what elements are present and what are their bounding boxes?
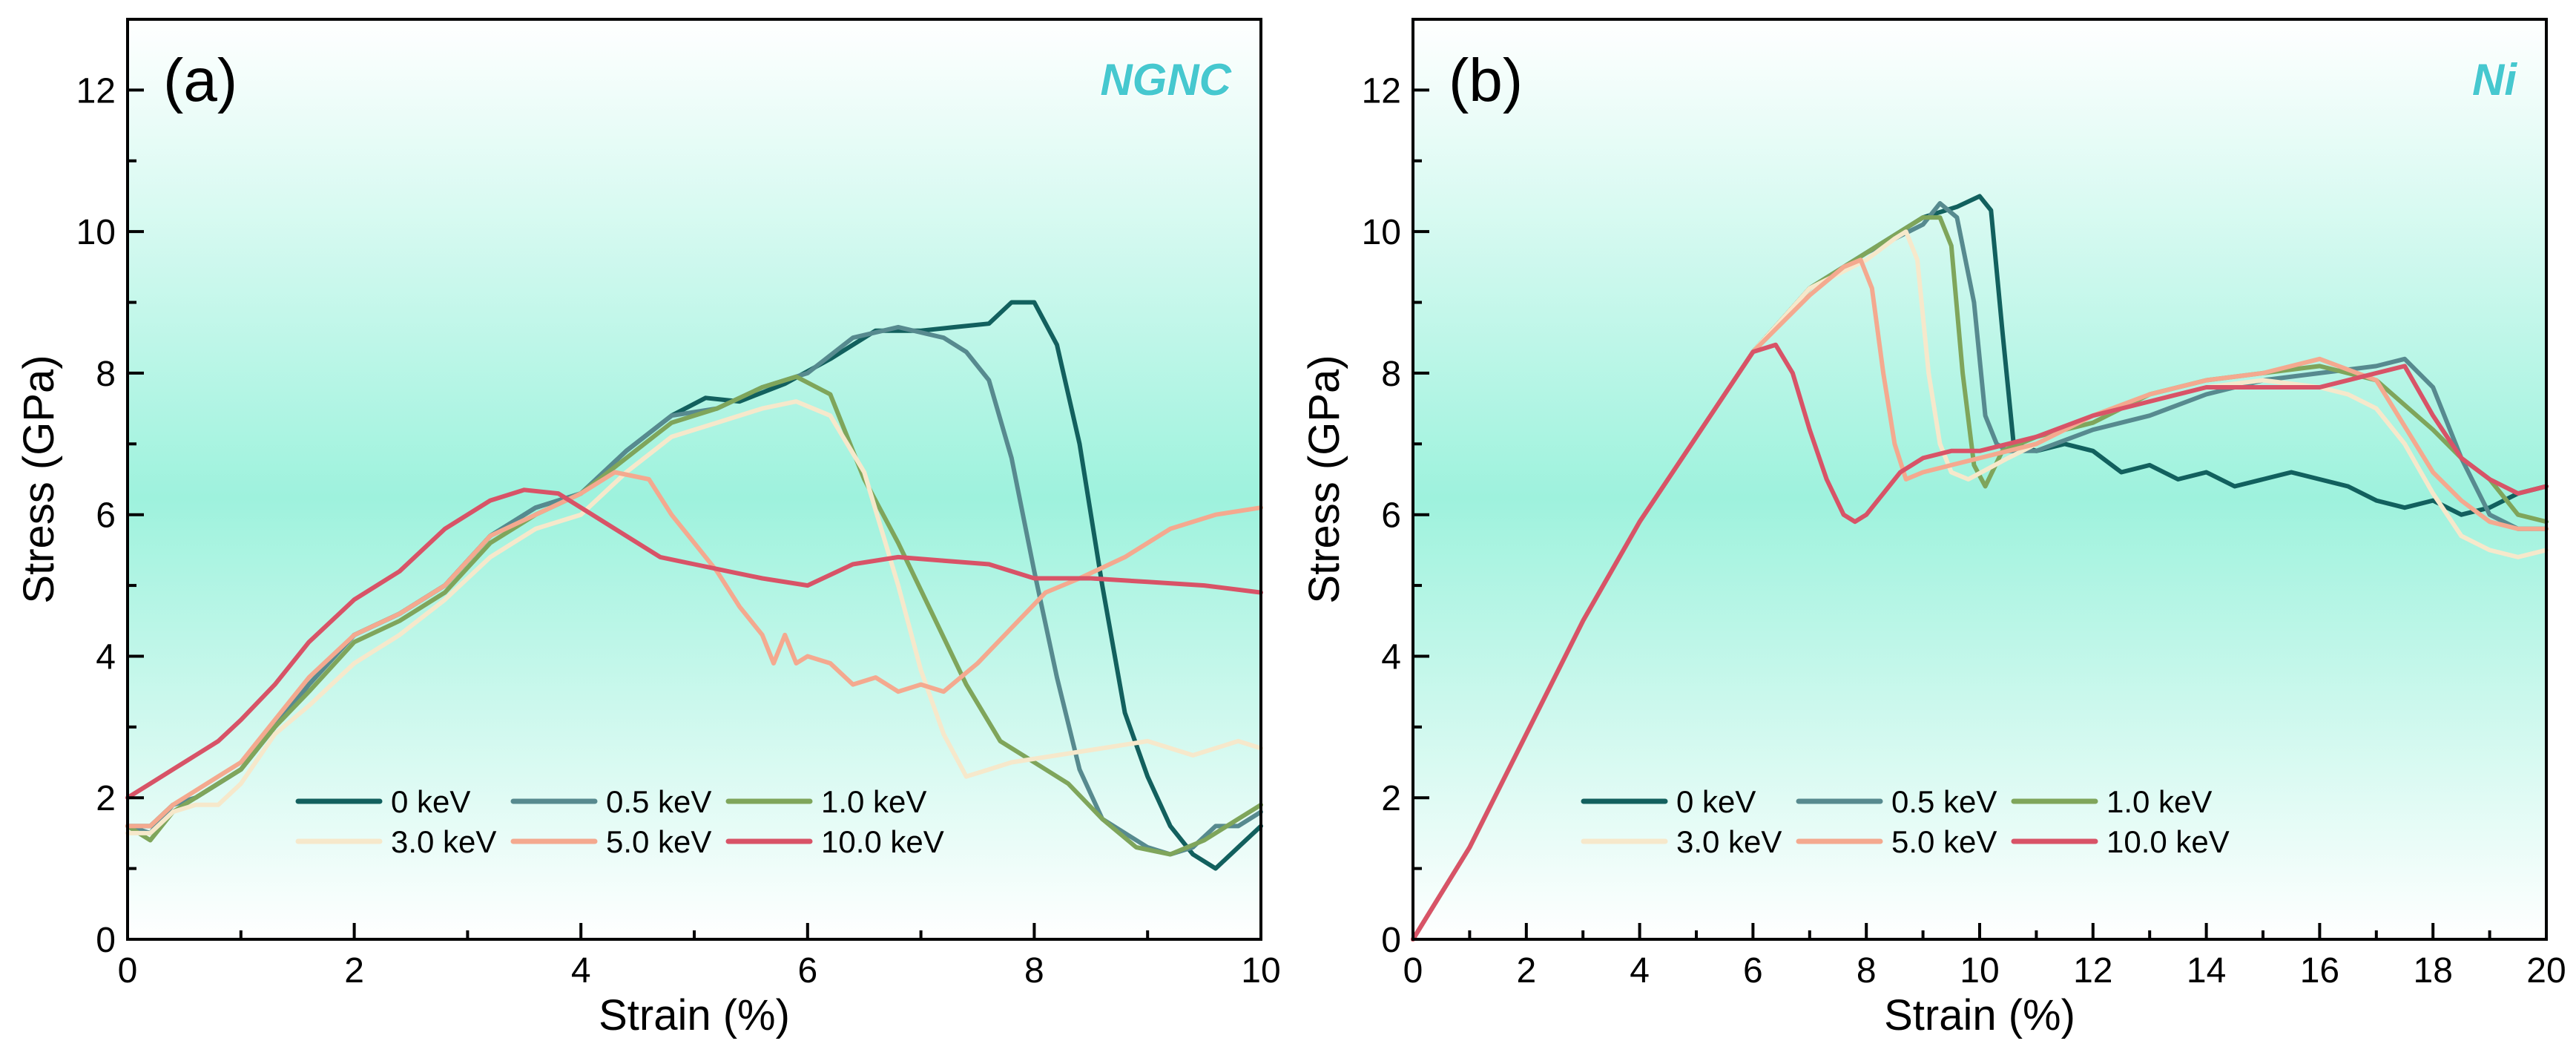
panel-a-y-tick-label: 4 bbox=[96, 637, 116, 677]
panel-a-legend-label-2: 1.0 keV bbox=[821, 784, 926, 819]
panel-a-x-axis-label: Strain (%) bbox=[599, 991, 790, 1039]
panel-a-series-line-5 bbox=[125, 487, 1263, 801]
panel-b-x-axis-label: Strain (%) bbox=[1884, 991, 2075, 1039]
panel-a-y-tick-label: 0 bbox=[96, 921, 116, 960]
panel-b-x-tick-label: 4 bbox=[1630, 951, 1650, 990]
panel-a-legend-label-5: 10.0 keV bbox=[821, 824, 944, 859]
panel-b-series-line-5 bbox=[1411, 342, 2549, 942]
panel-a-series-line-3 bbox=[125, 399, 1263, 835]
panel-b: 0 2 4 6 8 10 12 14 16 18 20 0 2 4 6 8 10 12 (b) Ni Strain… bbox=[1300, 18, 2566, 1039]
panel-b-x-tick-label: 18 bbox=[2414, 951, 2453, 990]
panel-b-legend-label-1: 0.5 keV bbox=[1891, 784, 1997, 819]
panel-b-legend: 0 keV 0.5 keV 1.0 keV 3.0 keV 5.0 keV 10.0 ke… bbox=[1581, 784, 2230, 859]
panel-b-y-tick-label: 0 bbox=[1381, 921, 1401, 960]
panel-b-y-tick-label: 4 bbox=[1381, 637, 1401, 677]
panel-b-x-tick-label: 20 bbox=[2526, 951, 2566, 990]
panel-b-y-tick-label: 6 bbox=[1381, 496, 1401, 536]
panel-a-series-line-2 bbox=[125, 374, 1263, 857]
panel-a-y-axis-label: Stress (GPa) bbox=[15, 355, 63, 603]
panel-b-legend-label-0: 0 keV bbox=[1676, 784, 1756, 819]
panel-b-x-tick-label: 16 bbox=[2300, 951, 2339, 990]
panel-a-legend-label-0: 0 keV bbox=[391, 784, 470, 819]
panel-b-legend-label-5: 10.0 keV bbox=[2106, 824, 2230, 859]
panel-a-x-tick-label: 6 bbox=[797, 951, 817, 990]
panel-a: 0 2 4 6 8 10 0 2 4 6 8 10 12 (a) NGNC Strain (%) Str… bbox=[15, 18, 1281, 1039]
panel-b-x-tick-label: 10 bbox=[1960, 951, 1999, 990]
panel-a-y-tick-label: 2 bbox=[96, 779, 116, 818]
panel-a-legend: 0 keV 0.5 keV 1.0 keV 3.0 keV 5.0 keV 10.0 ke… bbox=[295, 784, 944, 859]
panel-b-y-axis-label: Stress (GPa) bbox=[1300, 355, 1348, 603]
panel-a-title: NGNC bbox=[1100, 55, 1232, 105]
panel-a-legend-label-1: 0.5 keV bbox=[606, 784, 711, 819]
panel-b-series bbox=[1411, 194, 2549, 942]
panel-a-y-tick-label: 6 bbox=[96, 496, 116, 536]
panel-a-legend-label-4: 5.0 keV bbox=[606, 824, 711, 859]
panel-a-x-tick-label: 0 bbox=[118, 951, 138, 990]
panel-b-title: Ni bbox=[2472, 55, 2517, 105]
panel-a-series-line-4 bbox=[125, 470, 1263, 829]
panel-a-x-tick-label: 10 bbox=[1241, 951, 1280, 990]
panel-b-ticks: 0 2 4 6 8 10 12 14 16 18 20 0 2 4 6 8 10 12 bbox=[1362, 18, 2566, 990]
panel-b-y-tick-label: 12 bbox=[1362, 71, 1401, 111]
panel-a-y-tick-label: 8 bbox=[96, 355, 116, 394]
panel-b-x-tick-label: 14 bbox=[2187, 951, 2226, 990]
panel-b-label: (b) bbox=[1449, 47, 1523, 114]
panel-a-ticks: 0 2 4 6 8 10 0 2 4 6 8 10 12 bbox=[76, 18, 1281, 990]
panel-a-y-tick-label: 10 bbox=[76, 213, 116, 252]
panel-a-x-tick-label: 2 bbox=[344, 951, 364, 990]
panel-b-x-tick-label: 0 bbox=[1403, 951, 1423, 990]
panel-b-x-tick-label: 2 bbox=[1516, 951, 1536, 990]
panel-b-x-tick-label: 6 bbox=[1743, 951, 1763, 990]
panel-a-y-tick-label: 12 bbox=[76, 71, 116, 111]
panel-a-x-tick-label: 4 bbox=[571, 951, 591, 990]
panel-a-x-tick-label: 8 bbox=[1024, 951, 1044, 990]
panel-b-y-tick-label: 8 bbox=[1381, 355, 1401, 394]
panel-b-legend-label-3: 3.0 keV bbox=[1676, 824, 1782, 859]
panel-a-label: (a) bbox=[163, 47, 237, 114]
panel-a-series bbox=[125, 300, 1263, 871]
panel-a-legend-label-3: 3.0 keV bbox=[391, 824, 496, 859]
panel-b-legend-label-4: 5.0 keV bbox=[1891, 824, 1997, 859]
panel-b-x-tick-label: 12 bbox=[2073, 951, 2112, 990]
panel-b-y-tick-label: 10 bbox=[1362, 213, 1401, 252]
panel-b-x-tick-label: 8 bbox=[1857, 951, 1877, 990]
panel-b-y-tick-label: 2 bbox=[1381, 779, 1401, 818]
panel-b-legend-label-2: 1.0 keV bbox=[2106, 784, 2212, 819]
